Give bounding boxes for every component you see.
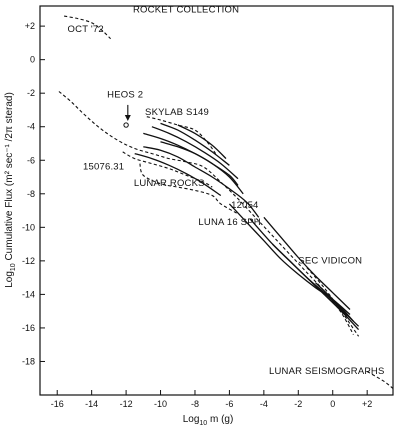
series-lines <box>58 15 396 391</box>
y-tick-label: -8 <box>27 189 35 199</box>
plot-frame <box>39 5 394 396</box>
x-tick-label: -6 <box>225 399 233 409</box>
y-tick-label: -16 <box>22 323 35 333</box>
annotation-label: LUNAR ROCKS <box>134 178 205 189</box>
x-tick-label: -4 <box>260 399 268 409</box>
x-tick-label: -16 <box>51 399 64 409</box>
x-tick-label: -8 <box>191 399 199 409</box>
solid-flux-curve <box>272 243 360 331</box>
y-tick-label: -10 <box>22 222 35 232</box>
heos-arrow-head <box>124 115 131 122</box>
dashed-flux-curve <box>139 163 239 215</box>
annotation-label: LUNAR SEISMOGRAPHS <box>269 366 385 377</box>
y-tick-label: 0 <box>30 55 35 65</box>
annotation-label: 15076.31 <box>83 161 124 172</box>
solid-flux-curve <box>134 152 222 197</box>
annotation-label: HEOS 2 <box>107 89 143 100</box>
dashed-flux-curve <box>122 151 213 188</box>
x-tick-label: -14 <box>85 399 98 409</box>
solid-flux-curve <box>160 122 230 166</box>
x-tick-label: 0 <box>330 399 335 409</box>
solid-flux-curve <box>143 146 260 218</box>
y-tick-label: -4 <box>27 122 35 132</box>
y-tick-label: +2 <box>25 21 35 31</box>
dashed-flux-curve <box>58 91 354 335</box>
x-tick-label: -12 <box>120 399 133 409</box>
annotation-label: 12054 <box>231 200 258 211</box>
dashed-flux-curve <box>146 116 217 154</box>
x-tick-label: -2 <box>294 399 302 409</box>
y-tick-label: -2 <box>27 88 35 98</box>
y-tick-label: -6 <box>27 155 35 165</box>
annotation-label: ROCKET COLLECTION <box>133 5 239 16</box>
solid-flux-curve <box>151 126 239 180</box>
x-tick-label: +2 <box>362 399 372 409</box>
annotation-label: LUNA 16 SPH <box>198 217 260 228</box>
dashed-flux-curve <box>366 371 396 391</box>
plot-area <box>39 5 394 396</box>
dashed-flux-curve <box>64 15 111 40</box>
y-tick-label: -14 <box>22 289 35 299</box>
annotation-label: OCT '72 <box>68 24 104 35</box>
y-tick-label: -18 <box>22 356 35 366</box>
data-point-marker <box>123 122 129 128</box>
solid-flux-curve <box>263 216 351 310</box>
x-axis-ticks: -16 -14 -12 -10 -8 -6 -4 -2 0 +2 <box>51 390 372 409</box>
x-axis-title: Log10 m (g) <box>183 414 234 427</box>
solid-flux-curve <box>323 290 354 322</box>
annotation-label: SKYLAB S149 <box>145 107 209 118</box>
annotation-label: SEC VIDICON <box>298 255 362 266</box>
y-axis-title: Log10 Cumulative Flux (m² sec⁻¹ /2π ster… <box>4 92 17 288</box>
x-tick-label: -10 <box>154 399 167 409</box>
y-axis-ticks: +2 0 -2 -4 -6 -8 -10 -12 -14 -16 -18 <box>22 21 45 366</box>
solid-flux-curve <box>177 124 227 160</box>
y-tick-label: -12 <box>22 256 35 266</box>
solid-flux-curve <box>160 141 239 186</box>
